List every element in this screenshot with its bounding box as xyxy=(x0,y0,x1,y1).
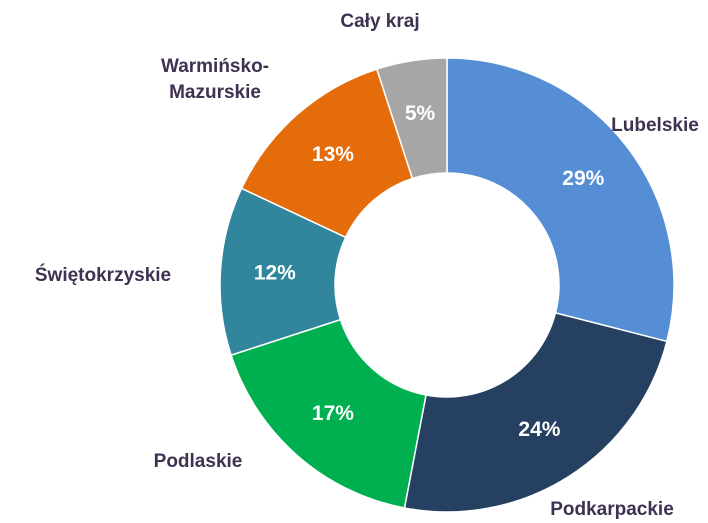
slice xyxy=(446,57,675,343)
slice xyxy=(375,57,448,180)
value-label: 17% xyxy=(312,402,354,425)
category-label: Podlaskie xyxy=(153,451,243,472)
value-label: 5% xyxy=(405,102,436,125)
category-label: Lubelskie xyxy=(611,115,699,136)
category-label: Cały kraj xyxy=(340,11,420,32)
category-label: Podkarpackie xyxy=(550,499,674,520)
slice xyxy=(230,318,427,509)
category-label: Świętokrzyskie xyxy=(34,265,172,286)
slice xyxy=(403,311,668,513)
category-label: Warmińsko-Mazurskie xyxy=(160,56,270,103)
value-label: 29% xyxy=(562,167,604,190)
value-label: 12% xyxy=(254,262,296,285)
value-label: 24% xyxy=(518,418,560,441)
value-label: 13% xyxy=(312,143,354,166)
